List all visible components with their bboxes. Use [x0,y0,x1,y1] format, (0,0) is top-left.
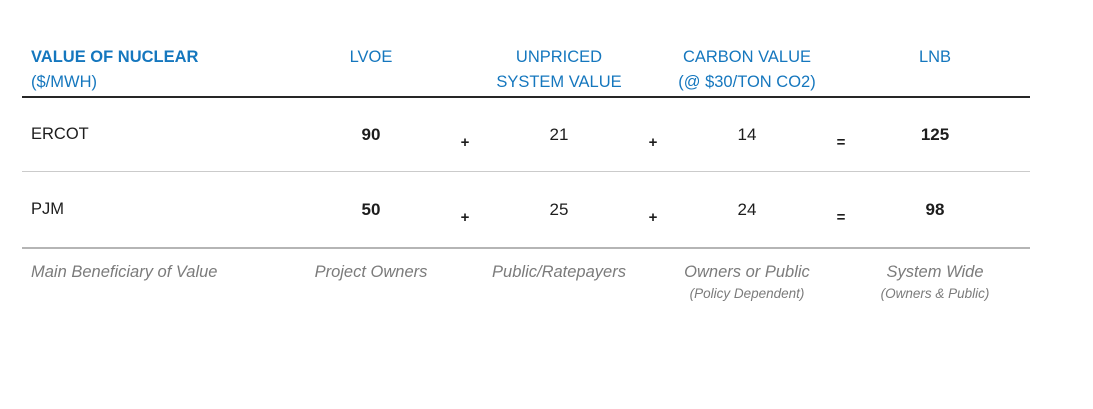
plus-operator: + [460,209,470,226]
table-footer-row: Main Beneficiary of Value Project Owners… [22,249,1030,305]
table-title: VALUE OF NUCLEAR ($/MWH) [22,45,301,96]
header-spacer-1 [441,45,489,96]
unpriced-value: 21 [549,124,569,144]
plus-operator: + [648,134,658,151]
header-col-lnb: LNB [918,48,952,66]
value-of-nuclear-table: VALUE OF NUCLEAR ($/MWH) LVOE UNPRICED S… [22,42,1030,305]
footer-lnb-line1: System Wide [886,263,984,281]
footer-carbon-line2: (Policy Dependent) [689,286,805,301]
header-col-carbon-line1: CARBON VALUE [682,48,812,66]
footer-carbon-line1: Owners or Public [684,263,810,281]
carbon-value: 24 [737,199,757,219]
plus-operator: + [460,134,470,151]
lnb-value: 98 [925,199,945,219]
lnb-value: 125 [920,124,950,144]
header-col-unpriced-line2: SYSTEM VALUE [496,73,622,91]
row-label: ERCOT [31,125,89,143]
table-title-units: ($/MWH) [31,73,97,91]
lvoe-value: 50 [361,199,381,219]
footer-lnb-line2: (Owners & Public) [880,286,990,301]
table-title-line1: VALUE OF NUCLEAR [31,48,199,66]
footer-spacer-1 [441,261,489,305]
table-row-pjm: PJM 50 + 25 + 24 = 98 [22,172,1030,249]
header-spacer-2 [629,45,677,96]
lvoe-value: 90 [361,124,381,144]
footer-lnb-beneficiary: System Wide (Owners & Public) [865,261,1005,305]
footer-spacer-2 [629,261,677,305]
header-col-carbon-line2: (@ $30/TON CO2) [678,73,816,91]
header-spacer-3 [817,45,865,96]
plus-operator: + [648,209,658,226]
footer-lvoe-beneficiary: Project Owners [314,263,428,281]
table-header-row: VALUE OF NUCLEAR ($/MWH) LVOE UNPRICED S… [22,42,1030,98]
footer-label: Main Beneficiary of Value [31,263,218,281]
header-col-unpriced: UNPRICED SYSTEM VALUE [489,45,629,96]
header-col-carbon: CARBON VALUE (@ $30/TON CO2) [677,45,817,96]
footer-unpriced-beneficiary: Public/Ratepayers [492,263,626,281]
header-col-unpriced-line1: UNPRICED [515,48,603,66]
unpriced-value: 25 [549,199,569,219]
footer-carbon-beneficiary: Owners or Public (Policy Dependent) [677,261,817,305]
table-row-ercot: ERCOT 90 + 21 + 14 = 125 [22,98,1030,172]
row-label: PJM [31,200,64,218]
footer-spacer-3 [817,261,865,305]
carbon-value: 14 [737,124,757,144]
header-col-lvoe: LVOE [349,48,393,66]
equals-operator: = [836,209,846,226]
equals-operator: = [836,134,846,151]
